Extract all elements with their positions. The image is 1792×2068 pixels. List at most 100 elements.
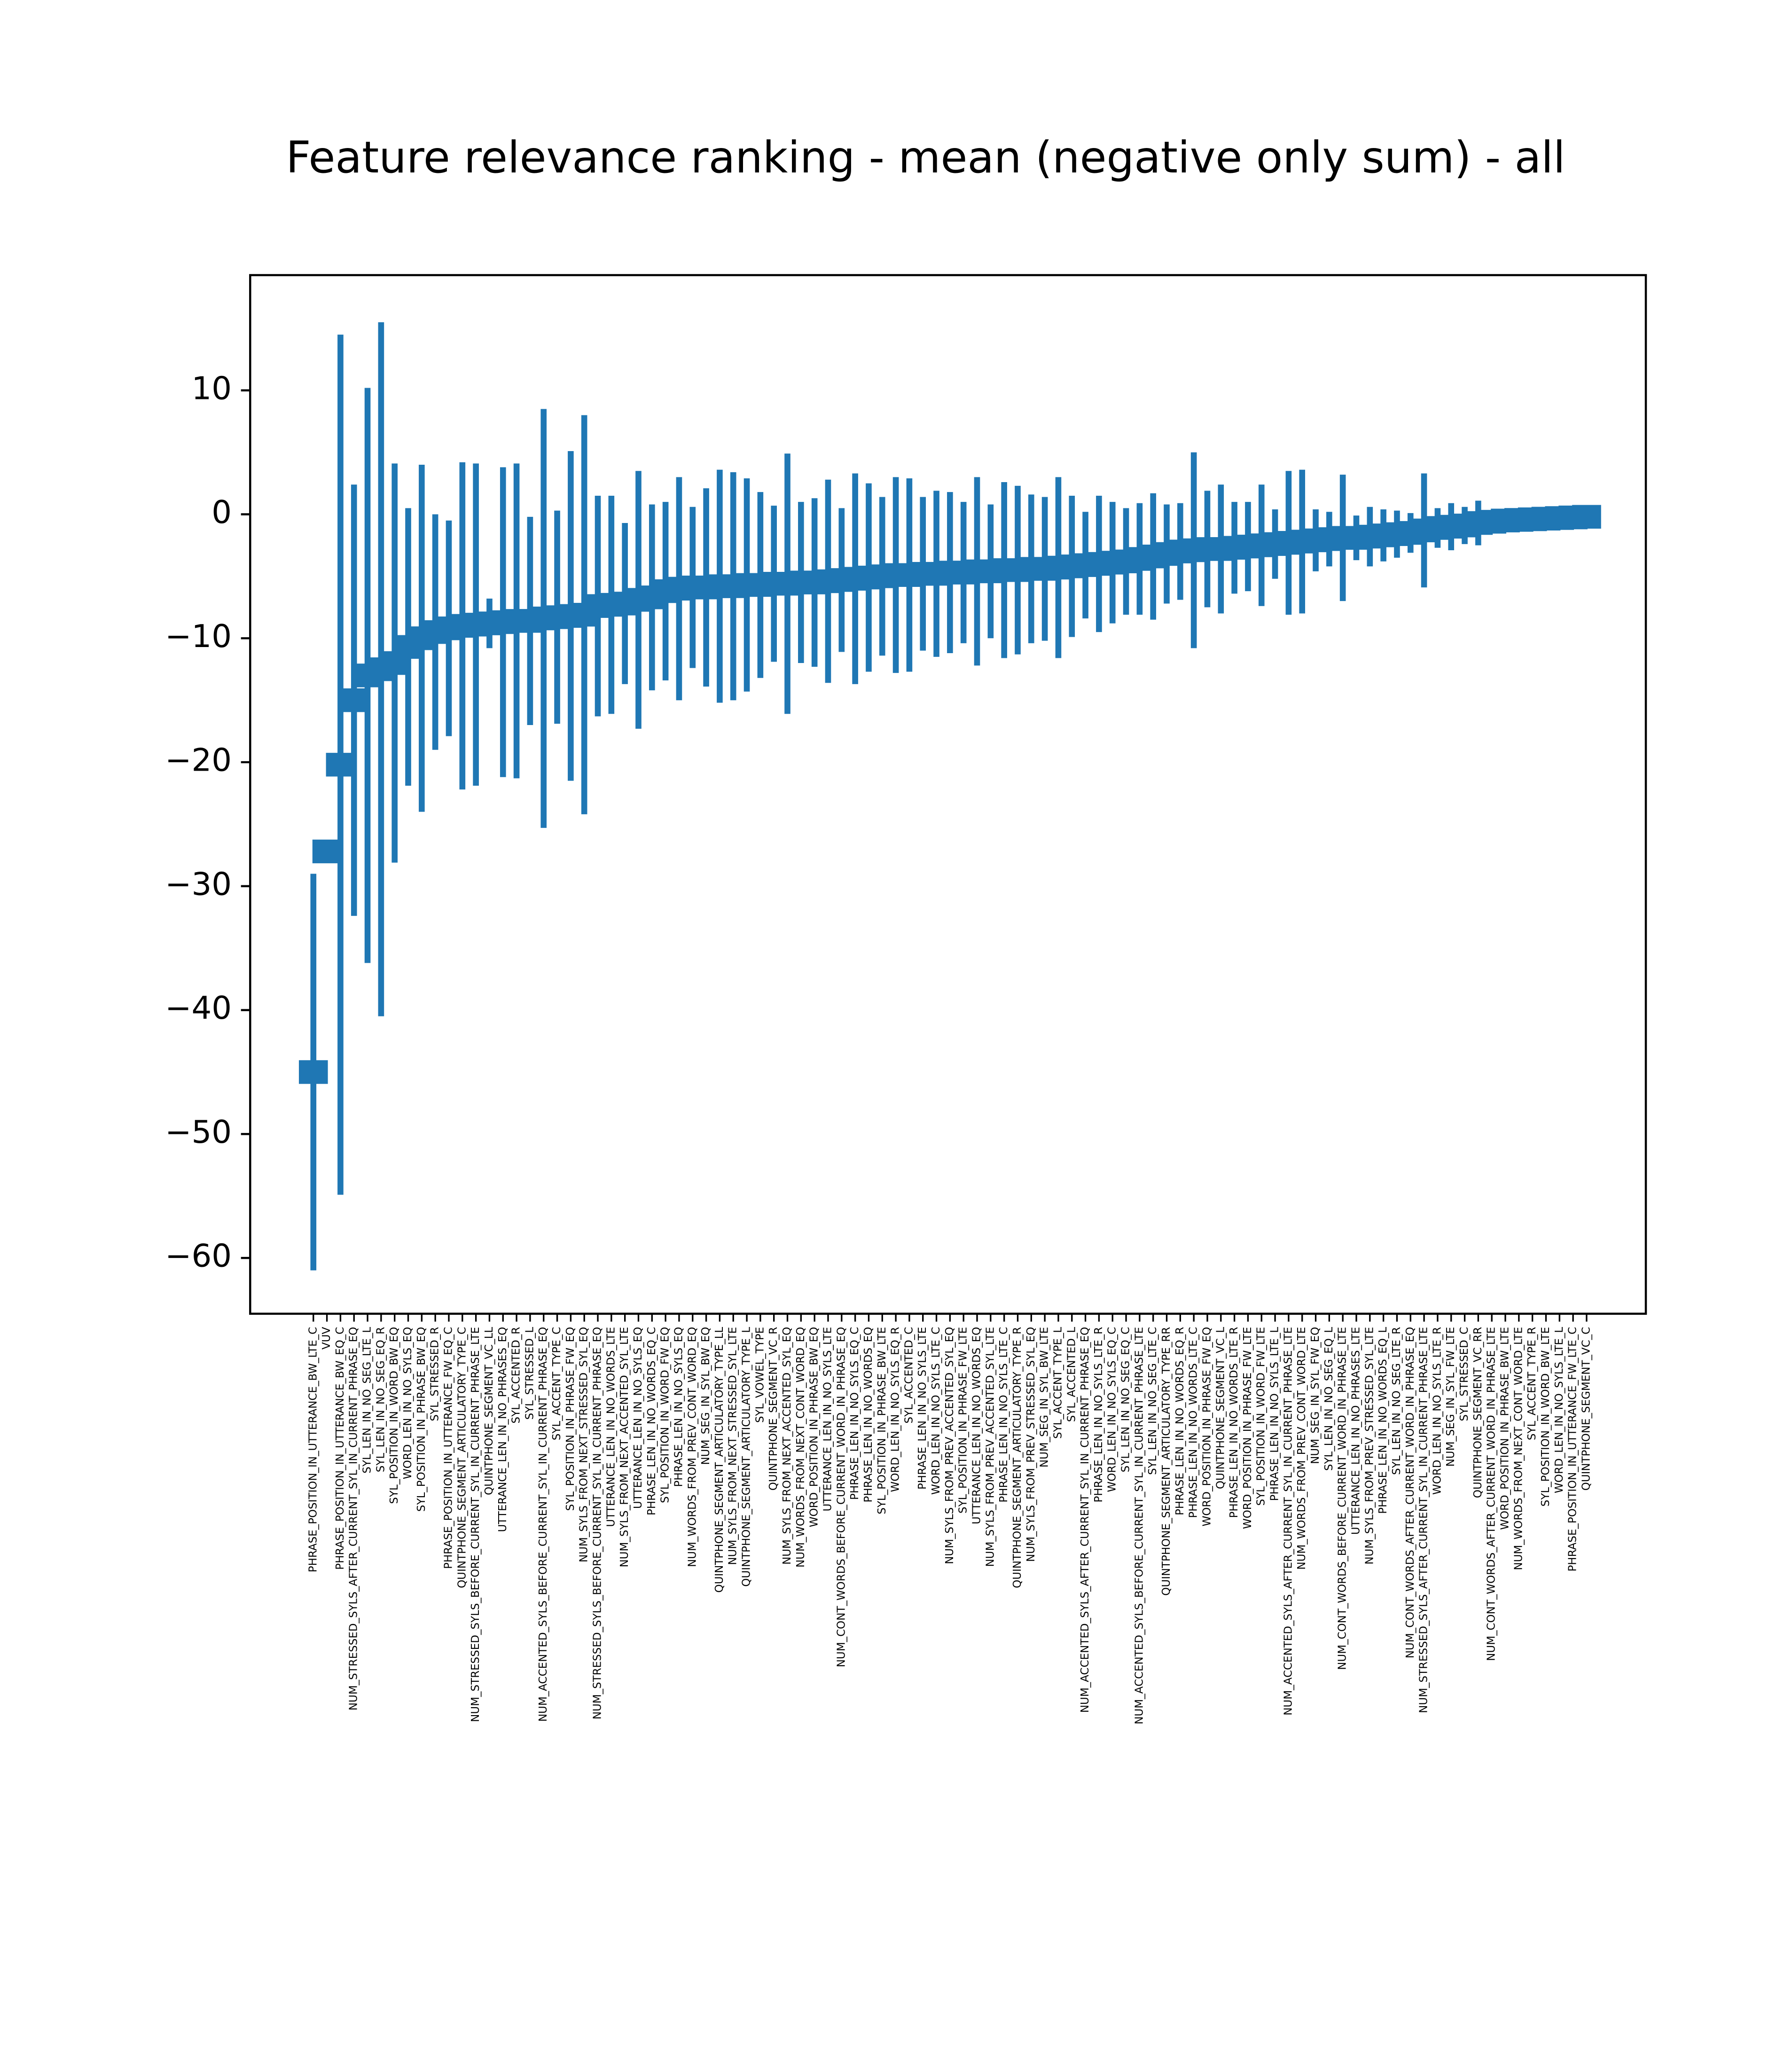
- mean-marker: [326, 753, 355, 777]
- x-tick-label: SYL_ACCENTED_R: [510, 1327, 523, 1424]
- x-tick-label: UTTERANCE_LEN_IN_NO_WORDS_LTE: [605, 1327, 617, 1527]
- x-tick-label: SYL_POSITION_IN_PHRASE_BW_LTE: [876, 1327, 888, 1514]
- x-tick-label: QUINTPHONE_SEGMENT_ARTICULATORY_TYPE_LL: [713, 1327, 726, 1593]
- x-tick-label: PHRASE_LEN_IN_NO_SYLS_LTE_L: [1269, 1327, 1281, 1501]
- y-tick-label: −60: [165, 1238, 232, 1274]
- x-tick-label: QUINTPHONE_SEGMENT_VC_RR: [1472, 1327, 1484, 1498]
- y-tick-label: −30: [165, 866, 232, 902]
- x-tick-label: WORD_POSITION_IN_PHRASE_FW_EQ: [1201, 1327, 1213, 1527]
- plot-area: −60 −50 −40 −30 −20 −10 0 10 PHRASE_POSITION_IN_…: [165, 322, 1601, 1725]
- x-tick-label: NUM_SEG_IN_SYL_FW_EQ: [1309, 1327, 1322, 1464]
- x-tick-label: SYL_LEN_IN_NO_SEG_EQ_L: [1323, 1327, 1335, 1471]
- x-tick-label: NUM_WORDS_FROM_PREV_CONT_WORD_LTE: [1296, 1327, 1308, 1570]
- x-tick-label: PHRASE_POSITION_IN_UTTERANCE_FW_LTE_C: [1567, 1327, 1579, 1572]
- x-tick-label: SYL_ACCENTED_L: [1065, 1327, 1078, 1422]
- chart-title: Feature relevance ranking - mean (negati…: [286, 132, 1565, 183]
- x-tick-label: QUINTPHONE_SEGMENT_VC_R: [767, 1327, 780, 1491]
- x-tick-label: SYL_POSITION_IN_PHRASE_BW_EQ: [415, 1327, 428, 1512]
- x-tick-label: NUM_STRESSED_SYLS_AFTER_CURRENT_SYL_IN_C…: [348, 1327, 360, 1710]
- mean-marker: [298, 1060, 328, 1084]
- x-tick-label: WORD_POSITION_IN_PHRASE_BW_LTE: [1499, 1327, 1511, 1530]
- x-tick-label: SYL_POSITION_IN_WORD_BW_EQ: [388, 1327, 400, 1504]
- x-tick-label: PHRASE_LEN_IN_NO_SYLS_LTE_C: [998, 1327, 1010, 1503]
- x-tick-label: SYL_STRESSED_L: [524, 1327, 536, 1420]
- x-tick-label: NUM_SYLS_FROM_PREV_STRESSED_SYL_LTE: [1363, 1327, 1376, 1565]
- x-tick-label: SYL_POSITION_IN_WORD_BW_LTE: [1540, 1327, 1552, 1506]
- x-tick-label: QUINTPHONE_SEGMENT_VC_L: [1214, 1327, 1227, 1489]
- x-tick-label: NUM_ACCENTED_SYLS_AFTER_CURRENT_SYL_IN_C…: [1282, 1327, 1294, 1716]
- y-tick-label: 0: [211, 494, 232, 531]
- x-tick-label: PHRASE_POSITION_IN_UTTERANCE_BW_LTE_C: [307, 1327, 319, 1572]
- x-tick-label: PHRASE_LEN_IN_NO_SYLS_LTE: [916, 1327, 929, 1490]
- x-tick-label: PHRASE_LEN_IN_NO_WORDS_LTE_C: [1188, 1327, 1200, 1518]
- x-tick-label: SYL_LEN_IN_NO_SEG_EQ_R: [375, 1327, 387, 1472]
- x-tick-label: PHRASE_LEN_IN_NO_WORDS_EQ_C: [646, 1327, 658, 1515]
- x-tick-label: UTTERANCE_LEN_IN_NO_WORDS_EQ: [971, 1327, 983, 1524]
- x-tick-label: NUM_SYLS_FROM_PREV_ACCENTED_SYL_EQ: [944, 1327, 956, 1564]
- x-tick-label: PHRASE_LEN_IN_NO_SYLS_EQ: [673, 1327, 685, 1487]
- x-tick-label: NUM_STRESSED_SYLS_AFTER_CURRENT_SYL_IN_C…: [1418, 1327, 1430, 1713]
- x-tick-label: SYL_ACCENTED_C: [903, 1327, 915, 1424]
- x-tick-label: NUM_CONT_WORDS_AFTER_CURRENT_WORD_IN_PHR…: [1486, 1327, 1498, 1661]
- x-tick-label: NUM_CONT_WORDS_BEFORE_CURRENT_WORD_IN_PH…: [1337, 1327, 1349, 1670]
- x-tick-label: QUINTPHONE_SEGMENT_ARTICULATORY_TYPE_RR: [1160, 1327, 1173, 1596]
- mean-marker: [312, 839, 342, 864]
- x-tick-label: SYL_LEN_IN_NO_SEG_LTE_R: [1391, 1327, 1403, 1475]
- x-tick-label: WORD_LEN_IN_NO_SYLS_LTE_R: [1431, 1327, 1443, 1495]
- x-tick-label: QUINTPHONE_SEGMENT_VC_LL: [483, 1327, 495, 1495]
- x-tick-label: NUM_STRESSED_SYLS_BEFORE_CURRENT_SYL_IN_…: [470, 1327, 482, 1722]
- mean-marker: [339, 688, 369, 712]
- x-tick-label: SYL_LEN_IN_NO_SEG_EQ_C: [1120, 1327, 1132, 1473]
- x-tick-label: NUM_SYLS_FROM_NEXT_ACCENTED_SYL_EQ: [781, 1327, 793, 1565]
- x-tick-label: QUINTPHONE_SEGMENT_ARTICULATORY_TYPE_R: [1011, 1327, 1024, 1588]
- x-tick-label: SYL_LEN_IN_NO_SEG_LTE_C: [1147, 1327, 1159, 1475]
- x-tick-label: NUM_SYLS_FROM_PREV_ACCENTED_SYL_LTE: [984, 1327, 996, 1567]
- x-tick-label: SYL_POSITION_IN_PHRASE_FW_EQ: [564, 1327, 577, 1511]
- x-tick-label: UTTERANCE_LEN_IN_NO_SYLS_EQ: [632, 1327, 644, 1509]
- x-tick-label: PHRASE_LEN_IN_NO_WORDS_EQ: [862, 1327, 875, 1503]
- x-tick-label: PHRASE_LEN_IN_NO_SYLS_LTE_R: [1093, 1327, 1105, 1503]
- x-tick-label: NUM_SEG_IN_SYL_BW_EQ: [700, 1327, 712, 1465]
- x-tick-label: SYL_POSITION_IN_WORD_FW_EQ: [659, 1327, 672, 1503]
- x-tick-label: NUM_WORDS_FROM_PREV_CONT_WORD_EQ: [686, 1327, 698, 1567]
- x-tick-label: QUINTPHONE_SEGMENT_VC_C: [1580, 1327, 1592, 1491]
- x-tick-label: NUM_SYLS_FROM_NEXT_STRESSED_SYL_LTE: [727, 1327, 739, 1565]
- x-tick-label: WORD_LEN_IN_NO_SYLS_EQ: [402, 1327, 414, 1479]
- x-tick-label: PHRASE_POSITION_IN_UTTERANCE_FW_EQ_C: [442, 1327, 454, 1569]
- x-tick-label: WORD_POSITION_IN_PHRASE_FW_LTE: [1242, 1327, 1254, 1529]
- x-tick-label: NUM_ACCENTED_SYLS_BEFORE_CURRENT_SYL_IN_…: [1133, 1327, 1145, 1725]
- x-tick-label: WORD_POSITION_IN_PHRASE_BW_EQ: [808, 1327, 821, 1527]
- x-tick-label: PHRASE_LEN_IN_NO_WORDS_EQ_L: [1377, 1327, 1389, 1514]
- x-tick-label: NUM_STRESSED_SYLS_BEFORE_CURRENT_SYL_IN_…: [592, 1327, 604, 1719]
- x-tick-label: SYL_ACCENT_TYPE_R: [1526, 1327, 1538, 1440]
- x-tick-label: NUM_SEG_IN_SYL_BW_LTE: [1039, 1327, 1051, 1467]
- x-tick-label: WORD_LEN_IN_NO_SYLS_EQ_C: [1106, 1327, 1119, 1492]
- y-tick-label: −20: [165, 742, 232, 779]
- x-tick-label: SYL_STRESSED_C: [1458, 1327, 1471, 1421]
- y-tick-label: −10: [165, 618, 232, 655]
- x-tick-label: NUM_ACCENTED_SYLS_BEFORE_CURRENT_SYL_IN_…: [537, 1327, 549, 1722]
- x-tick-label: NUM_SYLS_FROM_PREV_STRESSED_SYL_EQ: [1025, 1327, 1037, 1562]
- x-tick-label: UTTERANCE_LEN_IN_NO_PHRASES_EQ: [497, 1327, 509, 1532]
- x-tick-label: PHRASE_POSITION_IN_UTTERANCE_BW_EQ_C: [334, 1327, 346, 1570]
- x-tick-label: NUM_WORDS_FROM_NEXT_CONT_WORD_EQ: [795, 1327, 807, 1568]
- x-tick-label: VUV: [321, 1327, 333, 1350]
- x-tick-label: WORD_LEN_IN_NO_SYLS_EQ_R: [890, 1327, 902, 1492]
- x-tick-label: NUM_CONT_WORDS_AFTER_CURRENT_WORD_IN_PHR…: [1404, 1327, 1416, 1658]
- x-tick-label: PHRASE_LEN_IN_NO_SYLS_EQ_C: [849, 1327, 861, 1500]
- x-tick-label: QUINTPHONE_SEGMENT_ARTICULATORY_TYPE_C: [456, 1327, 468, 1588]
- x-tick-label: WORD_LEN_IN_NO_SYLS_LTE_C: [930, 1327, 942, 1495]
- y-tick-label: −50: [165, 1114, 232, 1150]
- x-tick-label: UTTERANCE_LEN_IN_NO_SYLS_LTE: [822, 1327, 834, 1512]
- x-tick-label: QUINTPHONE_SEGMENT_ARTICULATORY_TYPE_L: [741, 1327, 753, 1587]
- x-tick-label: NUM_SYLS_FROM_NEXT_STRESSED_SYL_EQ: [578, 1327, 590, 1562]
- y-tick-label: 10: [192, 370, 232, 406]
- x-tick-label: PHRASE_LEN_IN_NO_WORDS_LTE_R: [1228, 1327, 1240, 1518]
- x-tick-label: SYL_ACCENT_TYPE_L: [1052, 1327, 1064, 1439]
- x-tick-label: NUM_SEG_IN_SYL_FW_LTE: [1445, 1327, 1457, 1467]
- x-tick-label: WORD_LEN_IN_NO_SYLS_LTE_L: [1553, 1327, 1565, 1493]
- x-tick-label: SYL_ACCENT_TYPE_C: [551, 1327, 563, 1440]
- mean-marker: [1572, 505, 1601, 529]
